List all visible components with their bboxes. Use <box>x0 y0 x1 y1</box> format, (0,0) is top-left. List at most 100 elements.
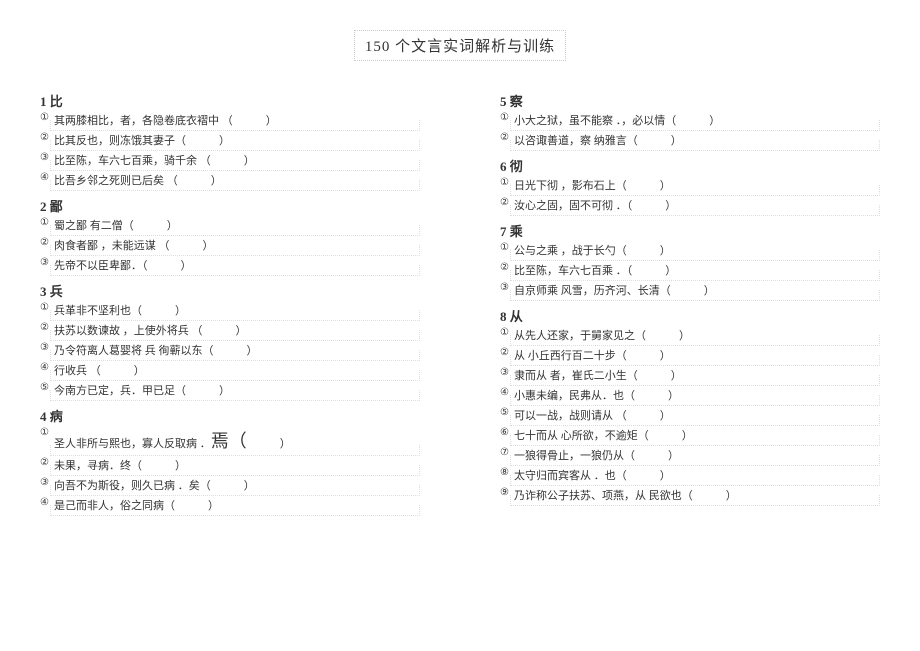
item-text: 行收兵 （ ） <box>54 365 145 377</box>
title-box: 150 个文言实词解析与训练 <box>354 30 566 61</box>
exercise-item: ④小惠未编，民弗从．也（ ） <box>500 387 880 405</box>
item-number: ③ <box>500 282 514 293</box>
exercise-item: ①兵革非不坚利也（ ） <box>40 302 420 320</box>
item-number: ① <box>500 242 514 253</box>
exercise-item: ⑥七十而从 心所欲，不逾矩（ ） <box>500 427 880 445</box>
exercise-item: ③乃令符离人葛婴将 兵 徇蕲以东（ ） <box>40 342 420 360</box>
item-text: 扶苏以数谏故 ，上使外将兵 （ ） <box>54 325 247 337</box>
item-text: 比至陈，车六七百乘 ．（ ） <box>514 265 676 277</box>
exercise-item: ⑤今南方已定，兵．甲已足（ ） <box>40 382 420 400</box>
item-number: ⑨ <box>500 487 514 498</box>
item-text: 一狼得骨止，一狼仍从（ ） <box>514 450 679 462</box>
item-text: 乃令符离人葛婴将 兵 徇蕲以东（ ） <box>54 345 258 357</box>
item-number: ① <box>500 177 514 188</box>
item-number: ② <box>500 262 514 273</box>
exercise-item: ②从 小丘西行百二十步（ ） <box>500 347 880 365</box>
exercise-item: ①圣人非所与熙也，寡人反取病 ．焉（ ） <box>40 427 420 455</box>
item-number: ① <box>40 112 54 123</box>
item-text: 今南方已定，兵．甲已足（ ） <box>54 385 230 397</box>
item-text: 汝心之固，固不可彻 ．（ ） <box>514 200 676 212</box>
exercise-item: ①其两膝相比，者，各隐卷底衣褶中 （ ） <box>40 112 420 130</box>
item-text: 可以一战，战则请从 （ ） <box>514 410 671 422</box>
item-text: 小惠未编，民弗从．也（ ） <box>514 390 679 402</box>
item-text: 乃诈称公子扶苏、项燕，从 民欲也（ ） <box>514 490 737 502</box>
exercise-item: ①从先人还家，于舅家见之（ ） <box>500 327 880 345</box>
exercise-item: ③向吾不为斯役，则久已病 ．矣（ ） <box>40 477 420 495</box>
item-text: 比至陈，车六七百乘，骑千余 （ ） <box>54 155 255 167</box>
item-number: ⑤ <box>500 407 514 418</box>
item-text: 自京师乘 风雪，历齐河、长清（ ） <box>514 285 715 297</box>
item-number: ② <box>500 197 514 208</box>
content-columns: 1 比①其两膝相比，者，各隐卷底衣褶中 （ ）②比其反也，则冻饿其妻子（ ）③比… <box>40 85 880 517</box>
item-number: ③ <box>40 152 54 163</box>
item-text: 隶而从 者，崔氏二小生（ ） <box>514 370 682 382</box>
exercise-item: ⑨乃诈称公子扶苏、项燕，从 民欲也（ ） <box>500 487 880 505</box>
item-text: 向吾不为斯役，则久已病 ．矣（ ） <box>54 480 255 492</box>
item-number: ⑤ <box>40 382 54 393</box>
exercise-item: ③先帝不以臣卑鄙．（ ） <box>40 257 420 275</box>
exercise-item: ③自京师乘 风雪，历齐河、长清（ ） <box>500 282 880 300</box>
item-text: 以咨诹善道，察 纳雅言（ ） <box>514 135 682 147</box>
exercise-item: ②以咨诹善道，察 纳雅言（ ） <box>500 132 880 150</box>
exercise-item: ②肉食者鄙 ，未能远谋 （ ） <box>40 237 420 255</box>
item-text: 太守归而宾客从 ．也（ ） <box>514 470 671 482</box>
exercise-item: ②比其反也，则冻饿其妻子（ ） <box>40 132 420 150</box>
exercise-item: ①小大之狱，虽不能察 ．，必以情（ ） <box>500 112 880 130</box>
exercise-item: ④行收兵 （ ） <box>40 362 420 380</box>
item-text: 蜀之鄙 有二僧（ ） <box>54 220 178 232</box>
exercise-item: ④是己而非人，俗之同病（ ） <box>40 497 420 515</box>
item-text: 公与之乘 ，战于长勺（ ） <box>514 245 671 257</box>
item-number: ④ <box>40 362 54 373</box>
left-column: 1 比①其两膝相比，者，各隐卷底衣褶中 （ ）②比其反也，则冻饿其妻子（ ）③比… <box>40 85 420 517</box>
item-number: ③ <box>40 257 54 268</box>
section-heading: 3 兵 <box>40 281 420 300</box>
item-number: ② <box>40 322 54 333</box>
item-text: 其两膝相比，者，各隐卷底衣褶中 （ ） <box>54 115 277 127</box>
item-text: 小大之狱，虽不能察 ．，必以情（ ） <box>514 115 720 127</box>
exercise-item: ⑦一狼得骨止，一狼仍从（ ） <box>500 447 880 465</box>
item-number: ⑦ <box>500 447 514 458</box>
item-number: ③ <box>40 342 54 353</box>
item-text: 七十而从 心所欲，不逾矩（ ） <box>514 430 693 442</box>
item-text: 肉食者鄙 ，未能远谋 （ ） <box>54 240 214 252</box>
exercise-item: ②比至陈，车六七百乘 ．（ ） <box>500 262 880 280</box>
item-number: ① <box>40 427 54 438</box>
item-number: ① <box>40 302 54 313</box>
item-text: 比吾乡邻之死则已后矣 （ ） <box>54 175 222 187</box>
exercise-item: ①公与之乘 ，战于长勺（ ） <box>500 242 880 260</box>
exercise-item: ⑧太守归而宾客从 ．也（ ） <box>500 467 880 485</box>
item-text: 日光下彻 ，影布石上（ ） <box>514 180 671 192</box>
exercise-item: ③隶而从 者，崔氏二小生（ ） <box>500 367 880 385</box>
section-heading: 1 比 <box>40 91 420 110</box>
section-heading: 6 彻 <box>500 156 880 175</box>
item-number: ③ <box>40 477 54 488</box>
exercise-item: ②汝心之固，固不可彻 ．（ ） <box>500 197 880 215</box>
title-container: 150 个文言实词解析与训练 <box>40 30 880 61</box>
item-text: 从先人还家，于舅家见之（ ） <box>514 330 690 342</box>
exercise-item: ①蜀之鄙 有二僧（ ） <box>40 217 420 235</box>
exercise-item: ⑤可以一战，战则请从 （ ） <box>500 407 880 425</box>
item-text: 未果，寻病．终（ ） <box>54 460 186 472</box>
item-number: ④ <box>40 497 54 508</box>
item-text: 从 小丘西行百二十步（ ） <box>514 350 671 362</box>
section-heading: 5 察 <box>500 91 880 110</box>
exercise-item: ②未果，寻病．终（ ） <box>40 457 420 475</box>
item-number: ⑧ <box>500 467 514 478</box>
item-text: 是己而非人，俗之同病（ ） <box>54 500 219 512</box>
exercise-item: ④比吾乡邻之死则已后矣 （ ） <box>40 172 420 190</box>
section-heading: 2 鄙 <box>40 196 420 215</box>
item-text: 先帝不以臣卑鄙．（ ） <box>54 260 192 272</box>
item-number: ③ <box>500 367 514 378</box>
exercise-item: ①日光下彻 ，影布石上（ ） <box>500 177 880 195</box>
section-heading: 4 病 <box>40 406 420 425</box>
exercise-item: ③比至陈，车六七百乘，骑千余 （ ） <box>40 152 420 170</box>
item-number: ④ <box>500 387 514 398</box>
item-number: ② <box>500 132 514 143</box>
section-heading: 8 从 <box>500 306 880 325</box>
item-number: ⑥ <box>500 427 514 438</box>
item-text: 圣人非所与熙也，寡人反取病 ．焉（ ） <box>54 438 291 450</box>
item-number: ② <box>40 132 54 143</box>
item-text: 兵革非不坚利也（ ） <box>54 305 186 317</box>
item-number: ② <box>40 237 54 248</box>
exercise-item: ②扶苏以数谏故 ，上使外将兵 （ ） <box>40 322 420 340</box>
